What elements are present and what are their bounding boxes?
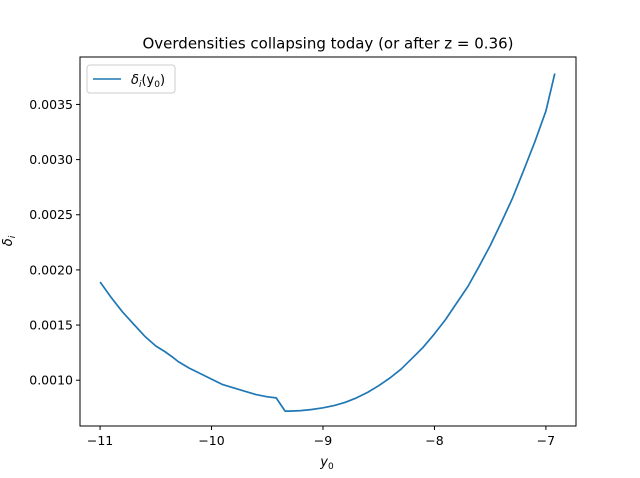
x-tick-label: −9 [314, 433, 332, 448]
x-tick-label: −11 [87, 433, 113, 448]
y-axis-label: δi [1, 235, 18, 246]
chart-title: Overdensities collapsing today (or after… [142, 35, 513, 53]
y-tick-label: 0.0010 [29, 373, 73, 388]
x-tick-label: −7 [537, 433, 555, 448]
plot-frame [79, 56, 577, 427]
y-tick-label: 0.0025 [29, 207, 73, 222]
legend-label: δi(y0) [131, 73, 165, 90]
y-axis-ticks: 0.0010 0.0015 0.0020 0.0025 0.0030 0.0035 [29, 97, 80, 388]
x-axis-ticks: −11 −10 −9 −8 −7 [87, 426, 555, 448]
series-layer [99, 73, 556, 412]
x-tick-label: −8 [425, 433, 443, 448]
x-axis-label: y0 [319, 455, 334, 472]
y-tick-label: 0.0030 [29, 152, 73, 167]
y-tick-label: 0.0015 [29, 318, 73, 333]
plot-area: −11 −10 −9 −8 −7 0.00100.00150.00200.00250.0… [29, 56, 577, 448]
legend: δi(y0) [86, 64, 176, 94]
series-line [99, 73, 556, 412]
y-tick-label: 0.0035 [29, 97, 73, 112]
y-tick-label: 0.0020 [29, 262, 73, 277]
x-tick-label: −10 [198, 433, 224, 448]
legend-frame [86, 64, 176, 94]
